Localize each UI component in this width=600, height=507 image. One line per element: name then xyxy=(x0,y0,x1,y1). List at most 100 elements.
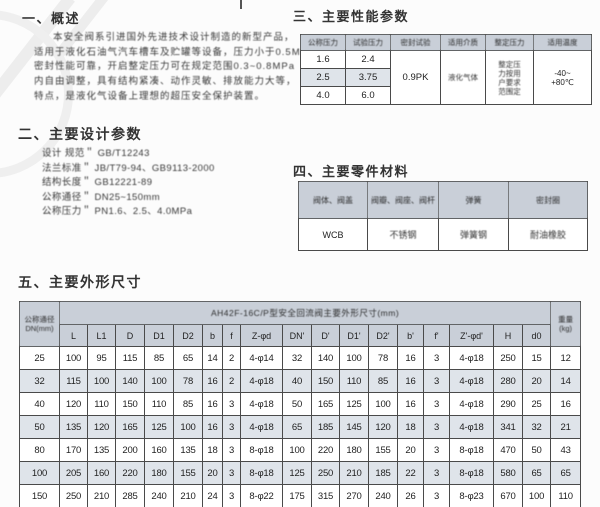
column-header: DN' xyxy=(282,324,312,347)
design-parameter-list: 设计 规范＂ GB/T12243 法兰标准＂ JB/T79-94、GB9113-… xyxy=(42,147,215,220)
table-cell: 100 xyxy=(144,369,174,393)
materials-table: 阀体、阀盖 阀瓣、阀座、阀杆 弹簧 密封圈 WCB 不锈钢 弹簧钢 耐油橡胶 xyxy=(298,181,588,251)
table-cell: 26 xyxy=(397,484,424,507)
table-cell: 670 xyxy=(493,484,523,507)
table-cell: 205 xyxy=(59,461,88,485)
table-cell: 4-φ14 xyxy=(240,346,283,370)
dimensions-table: 公称通径 DN(mm) AH42F-16C/P型安全回流阀主要外形尺寸(mm) … xyxy=(19,301,582,507)
table-cell: 120 xyxy=(368,415,398,439)
table-cell: 24 xyxy=(202,484,223,507)
table-cell: 20 xyxy=(521,369,552,393)
table-cell: 100 xyxy=(19,461,60,485)
table-cell: 140 xyxy=(115,369,145,393)
table-cell: 2.5 xyxy=(300,68,346,87)
table-cell: 2.4 xyxy=(345,50,391,69)
table-cell: 3 xyxy=(222,392,241,416)
table-cell: 8-φ18 xyxy=(240,438,283,462)
table-cell: 180 xyxy=(144,461,174,485)
dn-column-header: 公称通径 DN(mm) xyxy=(19,301,60,347)
table-cell: 耐油橡胶 xyxy=(508,218,588,251)
table-cell: 160 xyxy=(87,461,116,485)
table-cell: 200 xyxy=(115,438,145,462)
table-header-row: 公称压力 试验压力 密封试验 适用介质 整定压力 适用温度 xyxy=(300,34,592,51)
table-cell: 14 xyxy=(550,369,582,393)
table-cell: 175 xyxy=(282,484,312,507)
table-row: 32 115 100 140 100 78 16 2 4-φ18 40 150 110 85 16 3 4-φ… xyxy=(19,369,582,393)
table-cell: 580 xyxy=(493,461,523,485)
table-cell: 80 xyxy=(19,438,60,462)
table-cell: 液化气体 xyxy=(440,50,486,105)
column-header: Z'-φd' xyxy=(449,324,494,347)
paragraph-line: 适用于液化石油气汽车槽车及贮罐等设备，压力小于0.5MPa， xyxy=(34,46,325,58)
table-cell: 210 xyxy=(173,484,203,507)
table-cell: 40 xyxy=(19,392,60,416)
table-cell: 65 xyxy=(550,461,582,485)
table-cell: -40~ +80℃ xyxy=(533,50,592,105)
table-cell: 95 xyxy=(87,346,116,370)
table-row: 4.0 6.0 xyxy=(300,86,592,105)
table-cell: 240 xyxy=(368,484,398,507)
table-cell: 250 xyxy=(493,346,523,370)
column-header: d0 xyxy=(521,324,552,347)
table-cell: 18 xyxy=(397,415,424,439)
table-cell: 3 xyxy=(222,484,241,507)
table-cell: 85 xyxy=(173,392,203,416)
column-header: 适用介质 xyxy=(440,34,486,51)
table-cell: 16 xyxy=(550,392,582,416)
table-cell: 65 xyxy=(282,415,312,439)
table-cell: 165 xyxy=(311,392,340,416)
table-cell: 2 xyxy=(222,369,241,393)
table-cell: 250 xyxy=(311,461,340,485)
list-item: 设计 规范＂ GB/T12243 xyxy=(42,148,150,159)
table-cell: 4.0 xyxy=(300,86,346,105)
table-cell: 285 xyxy=(115,484,145,507)
table-cell: 150 xyxy=(115,392,145,416)
table-cell: 4-φ18 xyxy=(449,392,494,416)
table-cell: 3 xyxy=(423,346,450,370)
table-cell: 185 xyxy=(311,415,340,439)
table-cell: 100 xyxy=(282,438,312,462)
table-cell: 160 xyxy=(144,438,174,462)
table-cell: 120 xyxy=(87,415,116,439)
column-header: L1 xyxy=(87,324,116,347)
table-row: 150 250 210 285 240 210 24 3 8-φ22 175 315 270 240 26… xyxy=(19,484,582,507)
table-cell: 1.6 xyxy=(300,50,346,69)
table-cell: 3 xyxy=(423,484,450,507)
overview-paragraph: 本安全阀系引进国外先进技术设计制造的新型产品， 适用于液化石油气汽车槽车及贮罐等… xyxy=(34,31,325,104)
table-cell: 4-φ18 xyxy=(240,415,283,439)
table-cell: 21 xyxy=(550,415,582,439)
table-cell: 20 xyxy=(202,461,223,485)
table-cell: 180 xyxy=(339,438,369,462)
table-cell: 135 xyxy=(59,415,88,439)
table-row: 100 205 160 220 180 155 20 3 8-φ18 125 250 210 185 22… xyxy=(19,461,582,485)
table-cell: 不锈钢 xyxy=(367,218,439,251)
table-cell: 110 xyxy=(87,392,116,416)
paragraph-line: 特点，是液化气设备上理想的超压安全保护装置。 xyxy=(34,90,266,102)
paragraph-line: 本安全阀系引进国外先进技术设计制造的新型产品， xyxy=(53,32,295,43)
table-cell: 3 xyxy=(222,461,241,485)
table-cell: 50 xyxy=(19,415,60,439)
group-header: AH42F-16C/P型安全回流阀主要外形尺寸(mm) xyxy=(58,301,552,325)
table-row: 25 100 95 115 85 65 14 2 4-φ14 32 140 100 78 16 3 4-φ18… xyxy=(19,346,582,370)
table-cell: 85 xyxy=(368,369,398,393)
table-group-header-row: 公称通径 DN(mm) AH42F-16C/P型安全回流阀主要外形尺寸(mm) … xyxy=(19,301,582,347)
table-row: 80 170 135 200 160 135 18 3 8-φ18 100 220 180 155 20 3… xyxy=(19,438,582,462)
table-cell: 18 xyxy=(202,438,223,462)
table-cell: 50 xyxy=(282,392,312,416)
list-item: 法兰标准＂ JB/T79-94、GB9113-2000 xyxy=(42,162,215,174)
column-header: Z-φd xyxy=(240,324,283,347)
column-header: D' xyxy=(311,324,340,347)
table-cell: 341 xyxy=(493,415,523,439)
table-cell: 150 xyxy=(19,484,60,507)
table-cell: 290 xyxy=(493,392,523,416)
table-cell: 270 xyxy=(339,484,369,507)
table-row: WCB 不锈钢 弹簧钢 耐油橡胶 xyxy=(298,218,588,251)
table-cell: 220 xyxy=(311,438,340,462)
table-cell: 32 xyxy=(521,415,552,439)
table-cell: 25 xyxy=(19,346,60,370)
table-cell: 65 xyxy=(173,346,203,370)
table-cell: 43 xyxy=(550,438,582,462)
table-cell: 220 xyxy=(115,461,145,485)
table-cell: 12 xyxy=(550,346,582,370)
table-cell: 32 xyxy=(282,346,312,370)
